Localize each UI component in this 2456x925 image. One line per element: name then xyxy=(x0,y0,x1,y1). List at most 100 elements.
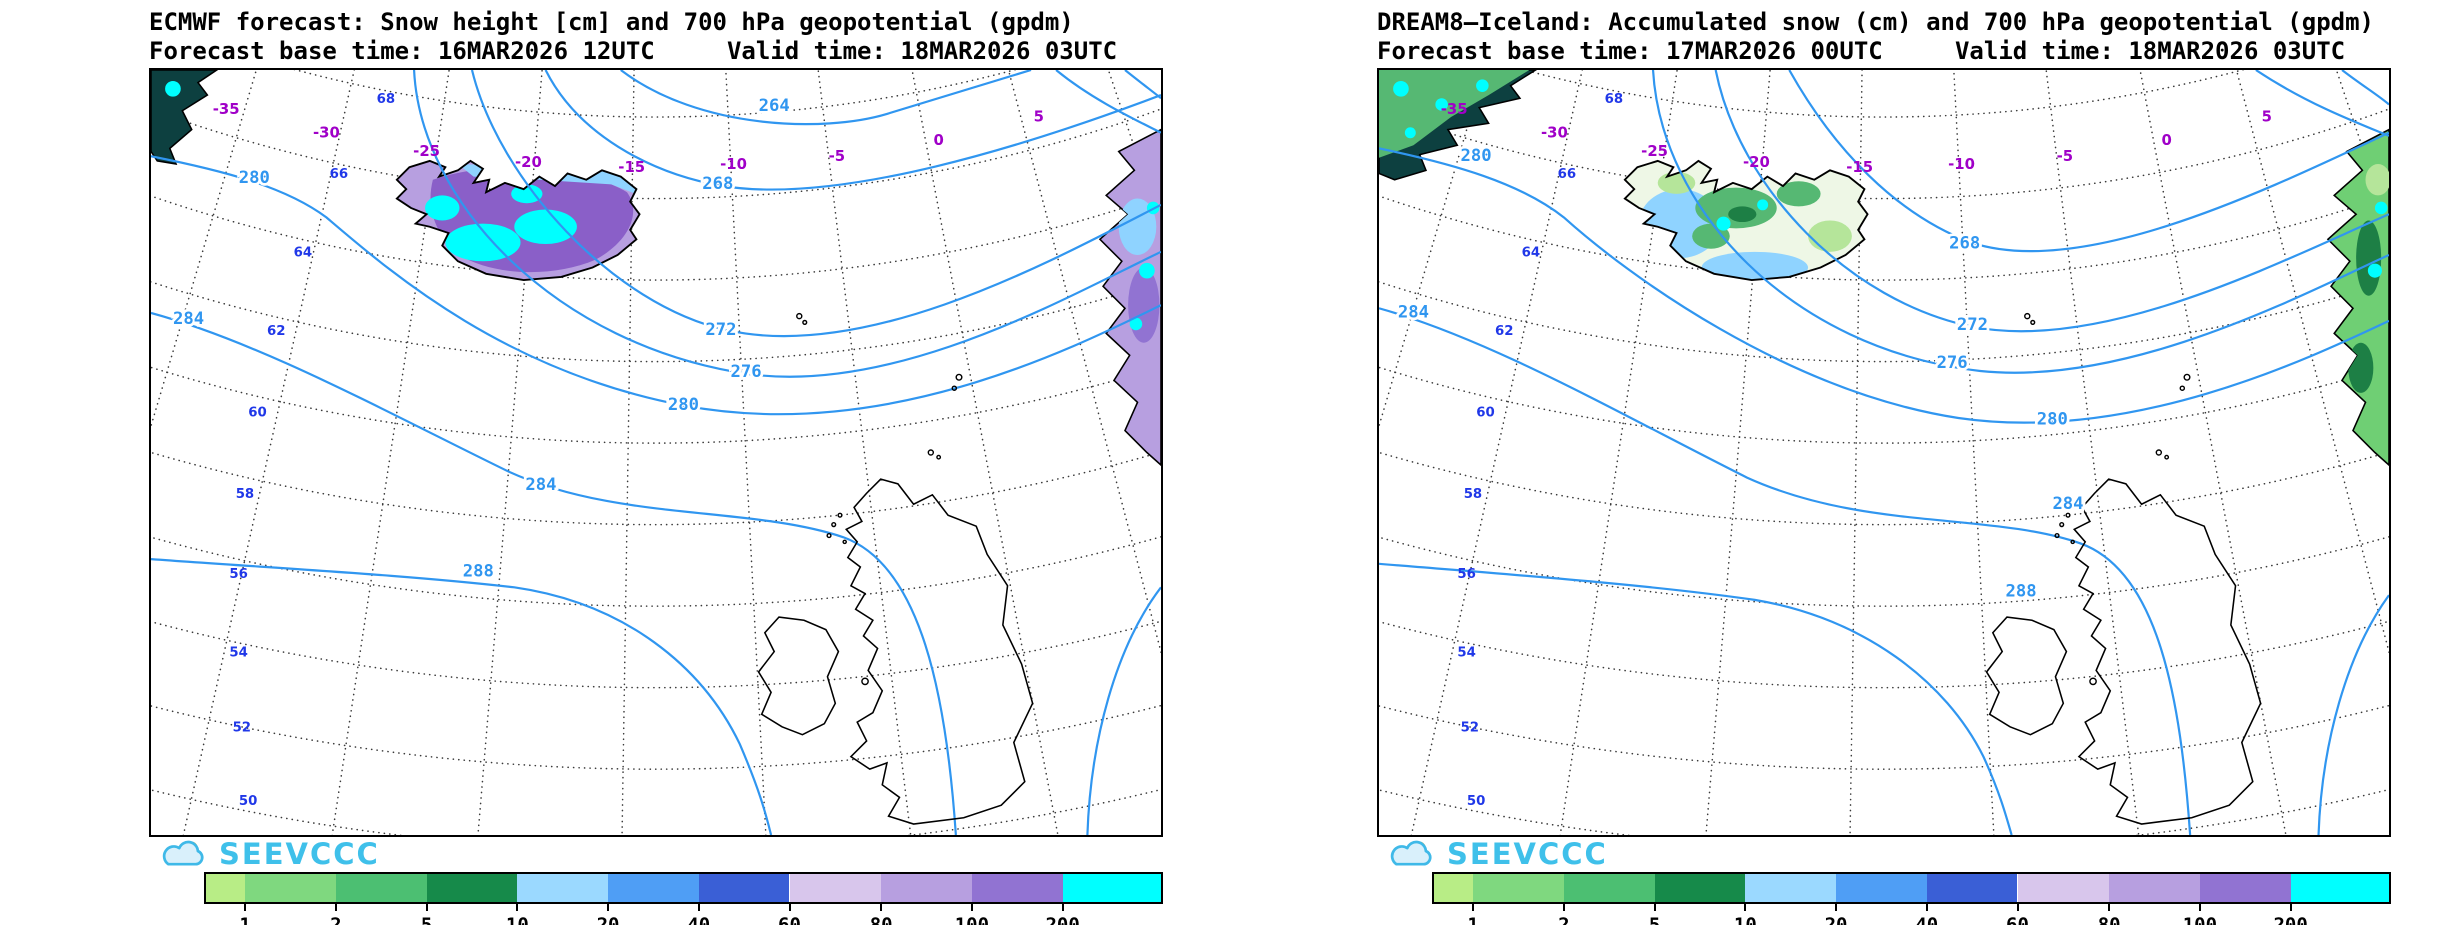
legend-tick xyxy=(1653,902,1656,911)
longitude-label: -15 xyxy=(618,158,645,176)
panel-title: ECMWF forecast: Snow height [cm] and 700… xyxy=(149,8,1074,36)
panel-footer: SEEVCCC 1 2 5 10 20 40 60 80 100 200 xyxy=(1377,837,2391,925)
latitude-label: 56 xyxy=(1457,567,1476,582)
seevccc-logo: SEEVCCC xyxy=(153,837,380,871)
legend-cell xyxy=(1062,874,1161,902)
island xyxy=(951,385,958,391)
legend-label: 100 xyxy=(2182,914,2218,925)
island xyxy=(927,449,935,456)
longitude-label: -25 xyxy=(413,142,440,160)
longitude-label: -35 xyxy=(1441,100,1468,118)
contour-label: 272 xyxy=(705,320,736,340)
contour-label: 272 xyxy=(1957,315,1988,335)
graticule xyxy=(151,70,1161,835)
legend-cell xyxy=(971,874,1063,902)
cloud-sun-icon xyxy=(1390,840,1432,866)
legend-tick xyxy=(880,902,883,911)
legend-tick xyxy=(1835,902,1838,911)
legend-label: 80 xyxy=(2097,914,2121,925)
panel-footer: SEEVCCC 1 2 5 10 20 40 60 80 100 200 xyxy=(149,837,1163,925)
island xyxy=(842,539,847,545)
logo-text: SEEVCCC xyxy=(219,837,380,871)
legend-cell xyxy=(1563,874,1655,902)
greenland-coast xyxy=(151,70,219,166)
contour-label: 288 xyxy=(463,561,494,581)
legend-tick xyxy=(970,902,973,911)
legend-cell xyxy=(335,874,427,902)
panel-title: DREAM8—Iceland: Accumulated snow (cm) an… xyxy=(1377,8,2374,36)
snow-legend: 1 2 5 10 20 40 60 80 100 200 xyxy=(1432,872,2391,925)
latitude-label: 52 xyxy=(1461,721,1480,736)
longitude-label: 5 xyxy=(2262,108,2272,126)
contour-label: 276 xyxy=(730,362,761,382)
legend-label: 2 xyxy=(330,914,342,925)
latitude-label: 62 xyxy=(267,324,286,339)
legend-tick xyxy=(2016,902,2019,911)
legend-cell xyxy=(245,874,336,902)
latitude-label: 64 xyxy=(1522,246,1541,261)
panel-header: ECMWF forecast: Snow height [cm] and 700… xyxy=(149,8,1224,66)
legend-label: 20 xyxy=(596,914,620,925)
island xyxy=(802,319,808,325)
map-content: 280 284 268 272 276 280 284 288 -35 -30 -25 -20 -15 -… xyxy=(1379,70,2389,835)
norway-coast xyxy=(2326,128,2389,467)
legend-cell xyxy=(1473,874,1564,902)
legend-tick xyxy=(334,902,337,911)
panel-header: DREAM8—Iceland: Accumulated snow (cm) an… xyxy=(1377,8,2452,66)
island xyxy=(2183,373,2191,381)
legend-tick xyxy=(1925,902,1928,911)
latitude-label: 60 xyxy=(248,405,267,420)
legend-label: 40 xyxy=(1915,914,1939,925)
longitude-label: -5 xyxy=(2057,147,2074,165)
coastlines xyxy=(757,312,1034,825)
contour-label: 284 xyxy=(173,309,204,329)
latitude-label: 66 xyxy=(330,167,349,182)
longitude-label: -30 xyxy=(1541,123,1568,141)
latitude-label: 68 xyxy=(377,92,396,107)
island xyxy=(955,373,963,381)
longitude-label: -10 xyxy=(720,155,747,173)
legend-tick xyxy=(697,902,700,911)
island xyxy=(936,454,942,460)
latitude-label: 52 xyxy=(233,721,252,736)
legend-cell xyxy=(1836,874,1927,902)
weather-map-dream8: 280 284 268 272 276 280 284 288 -35 -30 -25 -20 -15 -… xyxy=(1379,70,2389,835)
latitude-label: 54 xyxy=(229,645,248,660)
contour-label: 280 xyxy=(668,395,699,415)
legend-label: 1 xyxy=(1467,914,1479,925)
ireland-coast xyxy=(1985,616,2068,736)
latitude-label: 50 xyxy=(239,794,258,809)
panel-subtitle: Forecast base time: 16MAR2026 12UTC Vali… xyxy=(149,37,1118,65)
island xyxy=(2065,512,2071,518)
legend-cell xyxy=(608,874,699,902)
legend-label: 10 xyxy=(1733,914,1757,925)
latitude-label: 68 xyxy=(1605,92,1624,107)
legend-label: 60 xyxy=(778,914,801,925)
contour-label: 284 xyxy=(525,475,556,495)
cloud-sun-icon xyxy=(162,840,204,866)
map-frame: 280 284 268 272 276 280 284 288 -35 -30 -25 -20 -15 -… xyxy=(1377,68,2391,837)
latitude-label: 62 xyxy=(1495,324,1514,339)
legend-tick xyxy=(2289,902,2292,911)
legend-cell xyxy=(2199,874,2291,902)
longitude-label: -5 xyxy=(829,147,846,165)
legend-label: 5 xyxy=(420,914,433,925)
legend-label: 40 xyxy=(687,914,711,925)
latitude-label: 60 xyxy=(1476,405,1495,420)
panel-subtitle: Forecast base time: 17MAR2026 00UTC Vali… xyxy=(1377,37,2346,65)
legend-cell xyxy=(517,874,609,902)
legend-cell xyxy=(1926,874,2018,902)
longitude-label: -15 xyxy=(1846,158,1873,176)
legend-cell xyxy=(698,874,790,902)
ireland-coast xyxy=(757,616,840,736)
longitude-label: -10 xyxy=(1948,155,1975,173)
longitude-label: 0 xyxy=(933,131,943,149)
legend-tick xyxy=(244,902,247,911)
island xyxy=(2155,449,2163,456)
legend-cell xyxy=(426,874,518,902)
longitude-label: -25 xyxy=(1641,142,1668,160)
latitude-label: 54 xyxy=(1457,645,1476,660)
legend-label: 200 xyxy=(2273,914,2308,925)
graticule xyxy=(1379,70,2389,835)
